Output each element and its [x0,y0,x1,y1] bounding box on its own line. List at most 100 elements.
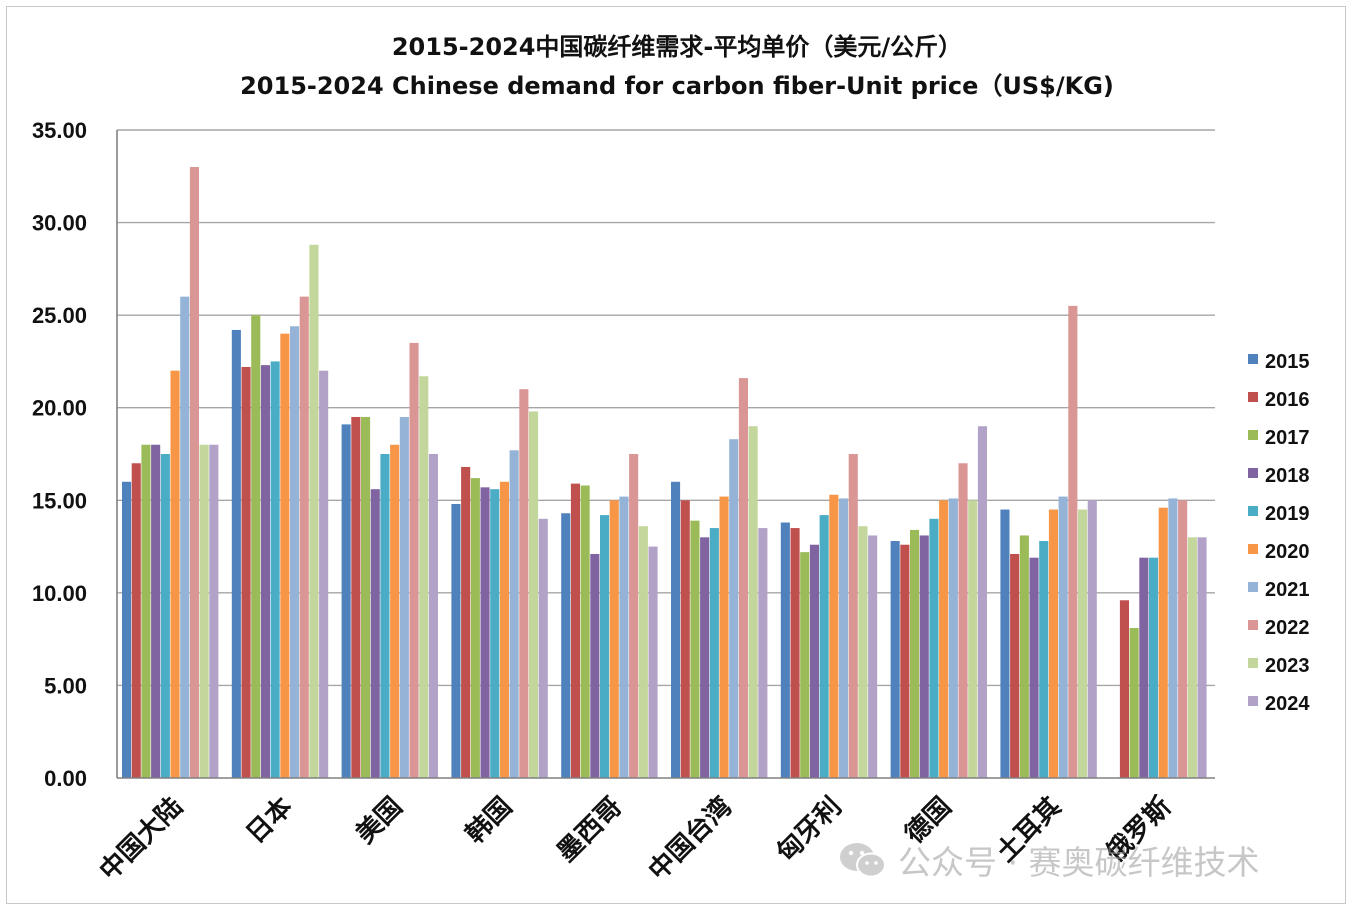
chart-title: 2015-2024中国碳纤维需求-平均单价（美元/公斤） [391,33,963,61]
bar-2020-俄罗斯 [1158,507,1168,778]
bar-2018-美国 [370,489,380,778]
x-tick-label: 韩国 [460,792,518,850]
bar-2021-中国大陆 [180,296,190,778]
bar-2022-墨西哥 [629,454,639,778]
bar-2016-中国大陆 [131,463,141,778]
bar-2018-墨西哥 [590,553,600,778]
axes [116,130,1215,779]
legend-swatch-2018 [1248,468,1258,478]
legend-label: 2024 [1265,693,1310,715]
legend-label: 2020 [1265,541,1310,563]
bar-2018-日本 [260,365,270,778]
bar-2023-美国 [419,376,429,778]
bar-2022-美国 [409,342,419,778]
legend-label: 2021 [1265,579,1310,601]
legend-swatch-2019 [1248,506,1258,516]
y-tick-label: 30.00 [32,211,87,236]
bar-2018-俄罗斯 [1139,557,1149,778]
x-tick-label: 中国大陆 [93,791,188,886]
bar-2021-美国 [399,416,409,778]
bar-2020-中国台湾 [719,496,729,778]
bar-2017-美国 [361,416,371,778]
legend-swatch-2017 [1248,430,1258,440]
bar-2020-韩国 [499,481,509,778]
legend: 2015 2016 2017 2018 2019 2020 2021 2022 2023 2024 [1248,351,1310,715]
bar-2024-中国大陆 [209,444,219,778]
bar-2023-俄罗斯 [1187,537,1197,778]
legend-label: 2018 [1265,465,1310,487]
bar-2017-中国大陆 [141,444,151,778]
y-tick-label: 25.00 [32,303,87,328]
bar-2016-土耳其 [1010,553,1020,778]
legend-swatch-2020 [1248,544,1258,554]
wechat-icon [838,840,888,880]
bar-2018-土耳其 [1029,557,1039,778]
bar-2021-俄罗斯 [1168,498,1178,778]
bar-2017-俄罗斯 [1129,628,1139,778]
legend-label: 2022 [1265,617,1310,639]
x-tick-label: 美国 [350,791,409,850]
legend-swatch-2023 [1248,658,1258,668]
bar-2024-美国 [428,454,438,778]
bar-2017-中国台湾 [690,520,700,778]
bar-2018-韩国 [480,487,490,778]
bar-2020-中国大陆 [170,370,180,778]
chart-subtitle: 2015-2024 Chinese demand for carbon fibe… [240,72,1114,100]
bar-2021-中国台湾 [729,439,739,778]
bar-2024-德国 [977,426,987,778]
bar-2023-日本 [309,244,319,779]
y-tick-label: 0.00 [44,766,87,791]
bar-2024-日本 [319,370,329,778]
bar-2024-中国台湾 [758,528,768,778]
bar-2016-中国台湾 [680,500,690,778]
bar-2017-土耳其 [1019,535,1029,778]
bar-2019-土耳其 [1039,541,1049,778]
bar-2019-中国台湾 [709,528,719,778]
bar-2017-日本 [251,315,261,778]
x-tick-label: 日本 [241,792,299,850]
bar-2022-韩国 [519,389,529,778]
bar-2024-墨西哥 [648,546,658,778]
bar-2015-美国 [341,424,351,778]
bar-2020-墨西哥 [609,500,619,778]
bar-2022-德国 [958,463,968,778]
bar-2022-中国台湾 [738,378,748,778]
bar-2016-俄罗斯 [1119,600,1129,778]
bar-2019-美国 [380,454,390,778]
y-tick-label: 15.00 [32,488,87,513]
bar-2017-韩国 [470,478,480,778]
bar-2017-墨西哥 [580,485,590,778]
legend-swatch-2021 [1248,582,1258,592]
bar-2019-俄罗斯 [1149,557,1159,778]
bar-2023-中国台湾 [748,426,758,778]
bar-2018-匈牙利 [809,544,819,778]
watermark-text: 公众号 · 赛奥碳纤维技术 [898,843,1260,882]
bar-2022-日本 [299,296,309,778]
bar-2024-韩国 [538,518,548,778]
bar-2021-日本 [290,326,300,778]
legend-swatch-2024 [1248,696,1258,706]
bar-2020-匈牙利 [829,494,839,778]
bar-2020-德国 [939,500,949,778]
bar-2023-德国 [968,500,978,778]
bar-2018-中国台湾 [700,537,710,778]
bar-2024-俄罗斯 [1197,537,1207,778]
legend-label: 2015 [1265,351,1310,373]
bar-2018-中国大陆 [151,444,161,778]
y-tick-label: 5.00 [44,673,87,698]
legend-label: 2016 [1265,389,1310,411]
bar-2015-德国 [890,541,900,778]
legend-label: 2019 [1265,503,1310,525]
bar-2021-匈牙利 [839,498,849,778]
x-tick-label: 中国台湾 [642,791,737,886]
bar-2019-德国 [929,518,939,778]
bar-2015-中国台湾 [671,481,681,778]
y-tick-label: 10.00 [32,581,87,606]
bar-2019-墨西哥 [600,515,610,778]
bar-2019-韩国 [490,489,500,778]
watermark: 公众号 · 赛奥碳纤维技术 [838,836,1259,884]
chart-frame [6,6,1346,904]
bar-2020-日本 [280,333,290,778]
y-tick-label: 35.00 [32,118,87,143]
